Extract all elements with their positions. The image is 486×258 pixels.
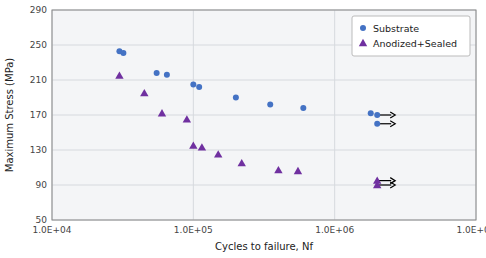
point: [233, 95, 239, 101]
point: [198, 143, 206, 150]
point: [115, 71, 123, 78]
point: [196, 84, 202, 90]
x-tick-label: 1.0E+04: [33, 225, 72, 235]
y-tick-label: 90: [36, 180, 48, 190]
point: [140, 89, 148, 96]
point: [294, 167, 302, 174]
point: [374, 121, 380, 127]
point: [120, 50, 126, 56]
legend: Substrate Anodized+Sealed: [352, 16, 470, 56]
marks: [115, 48, 395, 188]
point: [267, 102, 273, 108]
legend-label: Anodized+Sealed: [373, 38, 457, 49]
runout-arrow-head: [390, 112, 395, 118]
point: [373, 181, 381, 188]
legend-box: [352, 16, 470, 56]
point: [190, 81, 196, 87]
point: [214, 150, 222, 157]
grid-line: [52, 185, 476, 186]
grid-line: [52, 115, 476, 116]
y-tick-label: 210: [30, 75, 47, 85]
point: [300, 105, 306, 111]
runout-arrow-head: [390, 182, 395, 188]
point: [189, 141, 197, 148]
point: [158, 109, 166, 116]
point: [368, 110, 374, 116]
x-tick-label: 1.0E+07: [457, 225, 486, 235]
x-tick-label: 1.0E+06: [315, 225, 354, 235]
grid-line: [52, 150, 476, 151]
point: [183, 115, 191, 122]
legend-marker: [360, 25, 366, 31]
point: [164, 72, 170, 78]
x-axis-label: Cycles to failure, Nf: [215, 241, 313, 252]
point: [154, 70, 160, 76]
plot-area: [52, 10, 476, 220]
point: [238, 159, 246, 166]
grid-line: [52, 80, 476, 81]
y-tick-label: 290: [30, 5, 47, 15]
y-tick-label: 170: [30, 110, 47, 120]
y-tick-label: 130: [30, 145, 47, 155]
y-axis-label: Maximum Stress (MPa): [4, 58, 15, 173]
plot-frame: [52, 10, 476, 220]
point: [274, 166, 282, 173]
point: [374, 112, 380, 118]
y-tick-label: 50: [36, 215, 48, 225]
y-tick-label: 250: [30, 40, 47, 50]
legend-marker: [359, 39, 367, 46]
chart: 1.0E+04 1.0E+05 1.0E+06 1.0E+07 50 90 130 170 21…: [0, 0, 486, 258]
x-tick-label: 1.0E+05: [174, 225, 213, 235]
runout-arrow-head: [390, 121, 395, 127]
legend-label: Substrate: [373, 23, 419, 34]
